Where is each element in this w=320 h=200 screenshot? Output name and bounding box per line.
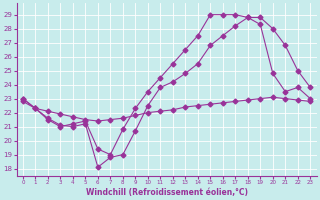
X-axis label: Windchill (Refroidissement éolien,°C): Windchill (Refroidissement éolien,°C) — [85, 188, 248, 197]
